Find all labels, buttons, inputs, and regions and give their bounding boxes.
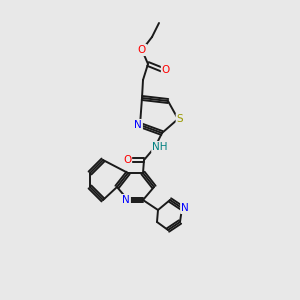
Text: O: O <box>123 155 131 165</box>
Text: O: O <box>138 45 146 55</box>
Text: N: N <box>122 195 130 205</box>
Text: O: O <box>162 65 170 75</box>
Text: S: S <box>177 114 183 124</box>
Text: N: N <box>181 203 189 213</box>
Text: NH: NH <box>152 142 168 152</box>
Text: N: N <box>134 120 142 130</box>
